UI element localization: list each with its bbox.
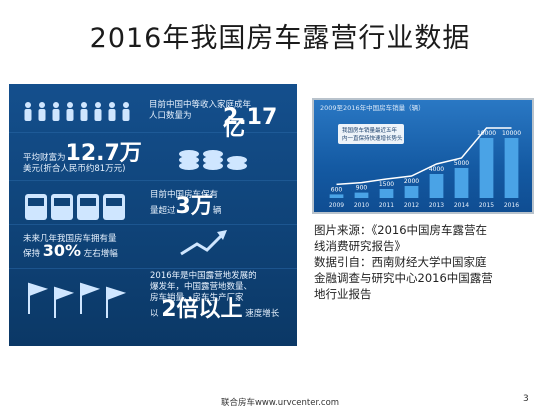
chart-annotation: 我国房车销量最近五年 内一直保持快速增长势头 — [338, 124, 404, 144]
bar-2011 — [379, 189, 394, 198]
bar-2015 — [479, 138, 494, 198]
stat5-value: 2倍以上 — [161, 297, 243, 322]
stat1-label-line1: 目前中国中等收入家庭成年 — [149, 100, 252, 110]
bus-icon — [25, 194, 125, 220]
data-label-2011: 1500 — [379, 181, 394, 188]
stat2-label-a: 平均财富为 — [23, 153, 66, 163]
rv-sales-chart: 2009至2016年中国房车销量（辆） 我国房车销量最近五年 内一直保持快速增长… — [312, 98, 534, 214]
source-line4: 金融调查与研究中心2016中国露营 — [314, 271, 493, 285]
stat4-label-a: 保持 — [23, 249, 41, 259]
x-tick-2011: 2011 — [379, 202, 394, 209]
annotation-line2: 内一直保持快速增长势头 — [342, 134, 403, 142]
stat3-label-line2: 量超过 — [150, 206, 176, 216]
chart-trend-line — [336, 127, 512, 186]
chart-title: 2009至2016年中国房车销量（辆） — [320, 103, 425, 112]
stat-adult-population: 目前中国中等收入家庭成年 人口数量为 2.17亿 — [149, 100, 289, 140]
stat-average-wealth: 平均财富为12.7万 美元(折合人民币约81万元) — [23, 143, 163, 175]
stat5-line3: 房车销量、房车生产厂家 — [150, 293, 244, 303]
stat3-unit: 辆 — [212, 206, 222, 216]
coins-icon — [179, 150, 247, 170]
bar-2012 — [404, 186, 419, 198]
stat4-label-b: 左右增幅 — [83, 249, 118, 259]
data-label-2013: 4000 — [429, 166, 444, 173]
stat5-line1: 2016年是中国露营地发展的 — [150, 271, 257, 281]
stat4-value: 30% — [42, 241, 82, 260]
source-citation: 图片来源：《2016中国房车露营在 线消费研究报告》 数据引自：西南财经大学中国… — [314, 222, 539, 302]
x-tick-2010: 2010 — [354, 202, 369, 209]
chart-data-labels: 600 900 1500 2000 4000 5000 10000 10000 — [331, 130, 521, 193]
slide-title: 2016年我国房车露营行业数据 — [89, 23, 471, 54]
data-label-2014: 5000 — [454, 160, 469, 167]
stat3-label-line1: 目前中国房车保有 — [150, 190, 219, 200]
data-label-2015: 10000 — [477, 130, 496, 137]
data-label-2012: 2000 — [404, 178, 419, 185]
stat-campsite-growth: 2016年是中国露营地发展的 爆发年，中国露营地数量、 房车销量、房车生产厂家 … — [150, 271, 295, 322]
arrow-up-icon — [180, 232, 225, 256]
bar-2014 — [454, 168, 469, 198]
x-tick-2014: 2014 — [454, 202, 469, 209]
x-tick-2015: 2015 — [479, 202, 494, 209]
x-tick-2013: 2013 — [429, 202, 444, 209]
stat-growth-rate: 未来几年我国房车拥有量 保持 30% 左右增幅 — [23, 234, 163, 260]
data-label-2016: 10000 — [502, 130, 521, 137]
data-label-2010: 900 — [356, 185, 368, 192]
people-icon — [24, 102, 130, 121]
source-line2: 线消费研究报告》 — [314, 239, 406, 253]
chart-x-tick-labels: 2009 2010 2011 2012 2013 2014 2015 2016 — [329, 202, 519, 209]
stat3-value: 3万 — [175, 194, 213, 219]
footer-text: 联合房车www.urvcenter.com — [220, 398, 340, 408]
infographic-art — [9, 102, 297, 318]
stat5-label-a: 以 — [150, 309, 159, 319]
flag-icon — [28, 282, 127, 318]
stat2-label-b: 美元(折合人民币约81万元) — [23, 164, 126, 174]
bar-2016 — [504, 138, 519, 198]
annotation-line1: 我国房车销量最近五年 — [342, 126, 398, 134]
source-line1: 图片来源：《2016中国房车露营在 — [314, 223, 488, 237]
chart-svg: 2009至2016年中国房车销量（辆） 我国房车销量最近五年 内一直保持快速增长… — [320, 103, 521, 209]
chart-bars — [329, 138, 519, 198]
stat-rv-ownership: 目前中国房车保有 量超过3万辆 — [150, 190, 290, 219]
bar-2009 — [329, 194, 344, 198]
infographic-panel: 目前中国中等收入家庭成年 人口数量为 2.17亿 平均财富为12.7万 美元(折… — [9, 84, 297, 346]
stat4-label-line1: 未来几年我国房车拥有量 — [23, 234, 117, 244]
stat1-value: 2.17亿 — [223, 105, 278, 141]
source-line3: 数据引自：西南财经大学中国家庭 — [314, 255, 487, 269]
x-tick-2016: 2016 — [504, 202, 519, 209]
stat1-label-line2: 人口数量为 — [149, 111, 192, 121]
data-label-2009: 600 — [331, 186, 343, 193]
source-line5: 地行业报告 — [314, 287, 372, 301]
stat5-line2: 爆发年，中国露营地数量、 — [150, 282, 253, 292]
page-number: 3 — [523, 394, 529, 404]
x-tick-2009: 2009 — [329, 202, 344, 209]
bar-2010 — [354, 192, 369, 198]
bar-2013 — [429, 174, 444, 198]
x-tick-2012: 2012 — [404, 202, 419, 209]
stat5-label-b: 速度增长 — [245, 309, 280, 319]
stat2-value: 12.7万 — [65, 141, 142, 166]
